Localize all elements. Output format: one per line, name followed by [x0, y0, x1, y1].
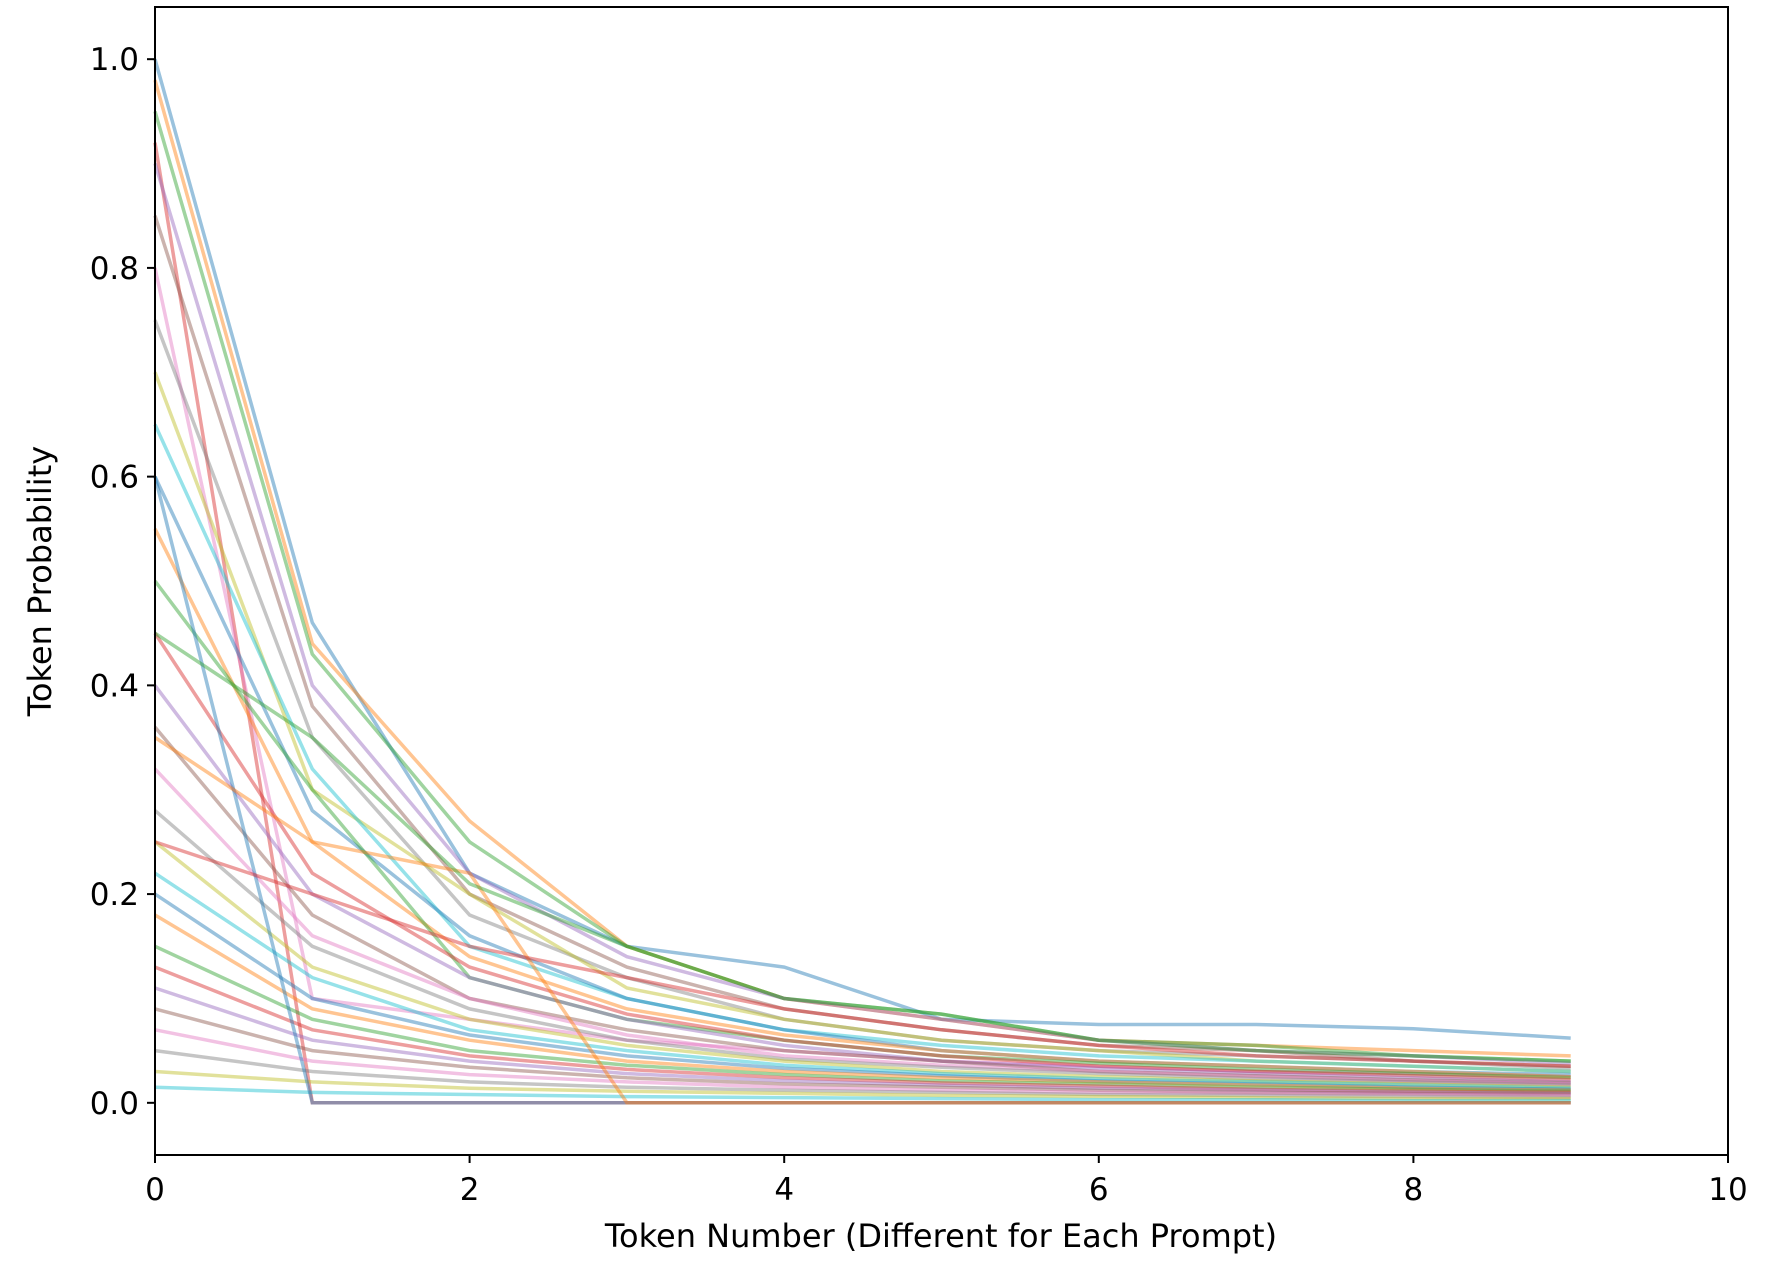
series-line-s21: [154, 892, 1571, 1092]
series-line-s3: [153, 110, 1571, 1063]
series-line-s5: [153, 162, 1571, 1065]
series-line-s19: [153, 840, 1571, 1089]
series-line-s20: [154, 871, 1571, 1090]
series-line-s29: [154, 1069, 1571, 1101]
y-axis: 0.0 0.2 0.4 0.6 0.8 1.0: [90, 42, 155, 1122]
x-tick-label: 4: [774, 1172, 794, 1208]
series-line-s18: [153, 809, 1571, 1087]
series-line-s28: [154, 1048, 1571, 1100]
series-line-s7: [153, 267, 1571, 1079]
y-tick-label: 0.4: [90, 668, 139, 704]
y-tick-label: 1.0: [90, 42, 139, 78]
series-line-s15: [153, 684, 1571, 1084]
y-tick-label: 0.6: [90, 460, 139, 496]
series-line-s30: [154, 1085, 1571, 1103]
series-line-s12: [153, 528, 1571, 1079]
series-line-s26: [154, 1007, 1571, 1097]
series-line-s31: [153, 476, 1571, 1105]
y-tick-label: 0.8: [90, 251, 139, 287]
series-line-s24: [154, 965, 1571, 1095]
x-tick-label: 10: [1708, 1172, 1747, 1208]
series-line-s11: [153, 475, 1571, 1077]
series-line-s9: [153, 371, 1571, 1074]
x-axis-label: Token Number (Different for Each Prompt): [604, 1217, 1277, 1255]
series-line-s33: [154, 631, 1571, 1063]
series-line-s16: [153, 725, 1571, 1085]
series-line-s34: [154, 840, 1571, 1069]
series-line-s10: [153, 423, 1571, 1074]
x-axis: 0 2 4 6 8 10: [145, 1155, 1748, 1208]
y-tick-label: 0.2: [90, 877, 139, 913]
x-tick-label: 6: [1089, 1172, 1109, 1208]
x-tick-label: 0: [145, 1172, 165, 1208]
series-line-s23: [154, 944, 1571, 1094]
x-tick-label: 2: [460, 1172, 480, 1208]
series-line-s6: [153, 215, 1571, 1069]
series-line-s17: [153, 767, 1571, 1086]
series-line-s22: [154, 913, 1571, 1093]
y-tick-label: 0.0: [90, 1086, 139, 1122]
series-line-s14: [153, 632, 1571, 1082]
series-line-s13: [153, 579, 1571, 1080]
y-axis-label: Token Probability: [21, 446, 59, 717]
series-line-s2: [153, 79, 1571, 1058]
series-lines: [153, 58, 1571, 1105]
series-line-s27: [154, 1028, 1571, 1098]
x-tick-label: 8: [1404, 1172, 1424, 1208]
series-line-s8: [153, 319, 1571, 1071]
plot-frame: [154, 6, 1729, 1156]
series-line-s25: [154, 986, 1571, 1096]
series-line-s4: [153, 142, 1571, 1105]
series-line-s32: [154, 736, 1571, 1105]
series-line-s1: [153, 58, 1571, 1040]
